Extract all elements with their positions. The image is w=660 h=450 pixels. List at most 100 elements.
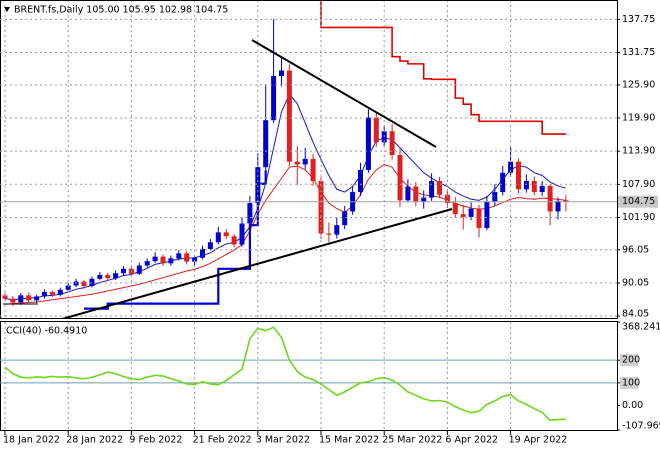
level-box — [620, 376, 638, 389]
candle-body — [97, 274, 103, 279]
candle-body — [2, 295, 8, 299]
trend-line — [251, 39, 437, 148]
y-tick-label: 107.90 — [622, 179, 655, 190]
candle-body — [200, 248, 205, 258]
candle-body — [373, 117, 379, 143]
title-icon — [4, 7, 10, 12]
cci-panel-frame — [0, 321, 618, 431]
candle-body — [223, 232, 229, 237]
main-panel-frame — [0, 0, 618, 319]
candle-body — [160, 256, 166, 264]
indicator-line — [4, 93, 567, 301]
candle-body — [113, 273, 119, 279]
candle-body — [476, 208, 482, 228]
y-tick-label: 96.05 — [622, 244, 649, 255]
candle-body — [460, 214, 466, 217]
cci-line — [4, 326, 566, 422]
candle-body — [555, 200, 561, 212]
y-tick-label: 113.90 — [622, 146, 655, 157]
candle-body — [365, 117, 371, 170]
candle-body — [437, 180, 442, 195]
candle-body — [152, 256, 158, 262]
candle-body — [421, 197, 427, 202]
candle-body — [144, 261, 150, 266]
candle-body — [26, 295, 32, 301]
candle-body — [523, 180, 529, 190]
candle-body — [334, 225, 340, 235]
candle-body — [318, 180, 324, 234]
candle-body — [397, 155, 403, 201]
axes: 104.75 137.75 131.75 125.90 119.90 113.90 107.… — [3, 14, 660, 446]
trend-line — [61, 208, 453, 318]
candle-body — [429, 180, 435, 198]
candle-body — [73, 281, 79, 286]
candle-body — [492, 192, 498, 202]
candle-body — [468, 208, 474, 217]
candle-body — [547, 185, 553, 212]
cci-title: CCI(40) -60.4910 — [6, 326, 87, 337]
y-tick-label: 125.90 — [622, 79, 655, 90]
candle-body — [42, 292, 47, 297]
candle-body — [302, 158, 308, 165]
x-tick-label: 9 Feb 2022 — [129, 435, 182, 446]
candle-body — [452, 203, 458, 215]
indicator-line — [320, 1, 566, 135]
last-price-label: 104.75 — [622, 196, 655, 207]
candle-body — [34, 296, 40, 301]
candle-body — [136, 265, 142, 274]
x-tick-label: 28 Jan 2022 — [66, 435, 123, 446]
x-tick-label: 3 Mar 2022 — [256, 435, 310, 446]
x-tick-label: 15 Mar 2022 — [319, 435, 379, 446]
candle-body — [516, 161, 521, 190]
candle-body — [444, 194, 450, 204]
candle-body — [508, 161, 514, 173]
candle-body — [294, 161, 300, 165]
level-box — [620, 354, 638, 367]
y-tick-label: 131.75 — [622, 47, 655, 58]
x-tick-label: 21 Feb 2022 — [193, 435, 252, 446]
y-tick-label: 137.75 — [622, 14, 655, 25]
candle-body — [405, 186, 411, 201]
y-tick-label: 90.05 — [622, 277, 649, 288]
candle-body — [192, 257, 198, 262]
candle-body — [310, 158, 316, 181]
candle-body — [358, 169, 363, 193]
candle-body — [279, 70, 284, 77]
trend-lines — [3, 39, 453, 318]
candle-body — [49, 292, 55, 295]
candle-body — [18, 295, 24, 303]
candle-body — [207, 242, 213, 249]
candle-body — [484, 201, 490, 228]
cci-plot — [0, 322, 617, 430]
candle-body — [89, 278, 95, 286]
y-tick-label: 84.05 — [622, 309, 649, 320]
y-tick-label: 368.2416 — [622, 322, 660, 333]
candle-body — [81, 281, 87, 286]
candle-body — [271, 76, 277, 121]
x-tick-label: 6 Apr 2022 — [445, 435, 498, 446]
candle-body — [184, 253, 190, 262]
candle-body — [168, 258, 174, 264]
chart-title: BRENT.fs,Daily 105.00 105.95 102.98 104.… — [14, 5, 228, 16]
last-price-box — [618, 195, 658, 208]
candle-body — [389, 131, 395, 156]
candle-body — [239, 223, 245, 245]
candle-body — [215, 232, 221, 243]
y-tick-label: -107.969 — [622, 421, 660, 432]
candle-body — [247, 203, 253, 224]
candle-body — [10, 298, 16, 303]
main-plot — [0, 1, 617, 318]
candle-body — [105, 274, 111, 279]
x-tick-label: 25 Mar 2022 — [382, 435, 442, 446]
candle-body — [531, 180, 537, 193]
candle-body — [539, 185, 545, 193]
candle-body — [500, 172, 506, 193]
candle-body — [121, 268, 126, 274]
indicator-line — [4, 163, 566, 305]
candle-body — [176, 253, 182, 259]
candle-body — [563, 200, 569, 202]
candle-body — [57, 289, 63, 295]
candle-body — [263, 120, 269, 168]
